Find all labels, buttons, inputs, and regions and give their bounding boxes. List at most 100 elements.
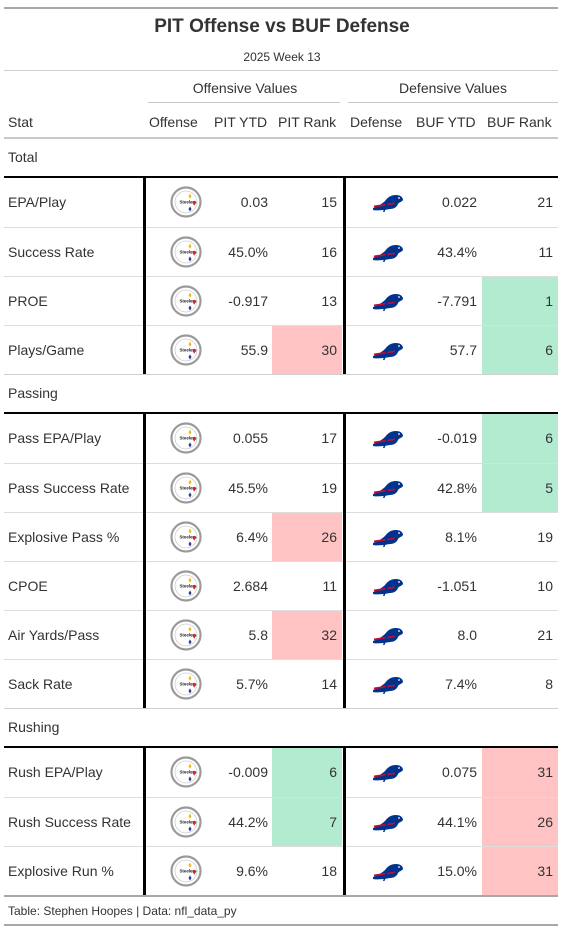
table-row: Explosive Run % Steelers 9.6% 18 15.0% 31 [4,846,558,896]
steelers-logo-icon: Steelers [170,422,202,459]
steelers-logo-icon: Steelers [170,472,202,509]
buf-rank-highlight [482,414,558,463]
bills-logo-icon [372,478,404,505]
svg-text:Steelers: Steelers [180,682,198,687]
defense-divider [343,178,346,374]
pit-rank-value: 15 [321,194,337,210]
bills-logo-icon [372,242,404,269]
table-row: EPA/Play Steelers 0.03 15 0.022 21 [4,178,558,227]
pit-rank-highlight [272,748,342,797]
offense-divider [143,748,146,895]
row-group-end-rule [4,374,558,375]
pit-rank-value: 16 [321,244,337,260]
pit-rank-value: 26 [321,529,337,545]
bills-logo-icon [372,291,404,318]
row-group-rule [4,412,558,414]
pit-rank-value: 32 [321,627,337,643]
table-row: Rush Success Rate Steelers 44.2% 7 44.1% 26 [4,797,558,847]
stat-label: Pass EPA/Play [8,430,102,446]
buf-rank-value: 5 [545,480,553,496]
pit-rank-value: 30 [321,342,337,358]
buf-rank-highlight [482,277,558,326]
bills-logo-icon [372,812,404,839]
row-group-total: Total [8,149,38,165]
buf-rank-value: 10 [537,578,553,594]
stat-label: Rush Success Rate [8,814,131,830]
offensive-spanner-line [148,102,340,103]
buf-rank-highlight [482,464,558,513]
svg-text:Steelers: Steelers [180,348,198,353]
steelers-logo-icon: Steelers [170,334,202,371]
table-row: Pass Success Rate Steelers 45.5% 19 42.8% 5 [4,463,558,513]
col-header-pit-ytd: PIT YTD [214,114,268,130]
buf-ytd-value: 0.075 [441,764,477,780]
svg-text:Steelers: Steelers [180,584,198,589]
pit-rank-value: 13 [321,293,337,309]
pit-ytd-value: 6.4% [236,529,268,545]
pit-rank-value: 6 [329,764,337,780]
buf-rank-value: 26 [537,814,553,830]
table-row: Sack Rate Steelers 5.7% 14 7.4% 8 [4,659,558,709]
bills-logo-icon [372,340,404,367]
buf-rank-value: 31 [537,764,553,780]
col-header-stat: Stat [8,114,33,130]
heading-rule [4,70,558,71]
steelers-logo-icon: Steelers [170,186,202,223]
bills-logo-icon [372,192,404,219]
pit-ytd-value: 55.9 [240,342,268,358]
bills-logo-icon [372,861,404,888]
pit-ytd-value: 45.0% [228,244,268,260]
buf-ytd-value: 44.1% [437,814,477,830]
buf-ytd-value: 8.1% [445,529,477,545]
steelers-logo-icon: Steelers [170,668,202,705]
steelers-logo-icon: Steelers [170,236,202,273]
stat-label: Rush EPA/Play [8,764,103,780]
pit-ytd-value: 5.8 [248,627,268,643]
buf-ytd-value: -0.019 [437,430,477,446]
row-group-passing: Passing [8,385,58,401]
steelers-logo-icon: Steelers [170,855,202,892]
offense-divider [143,414,146,708]
buf-rank-value: 19 [537,529,553,545]
bills-logo-icon [372,674,404,701]
buf-rank-value: 6 [545,342,553,358]
row-group-end-rule [4,708,558,709]
svg-text:Steelers: Steelers [180,250,198,255]
bills-logo-icon [372,527,404,554]
pit-ytd-value: 5.7% [236,676,268,692]
col-header-buf-ytd: BUF YTD [416,114,476,130]
table-title: PIT Offense vs BUF Defense [154,16,410,37]
table-row: Success Rate Steelers 45.0% 16 43.4% 11 [4,227,558,277]
svg-text:Steelers: Steelers [180,200,198,205]
svg-text:Steelers: Steelers [180,869,198,874]
table-source-note: Table: Stephen Hoopes | Data: nfl_data_p… [8,904,237,918]
pit-ytd-value: 0.055 [232,430,268,446]
buf-ytd-value: 57.7 [449,342,477,358]
pit-rank-value: 7 [329,814,337,830]
buf-rank-value: 1 [545,293,553,309]
buf-ytd-value: 42.8% [437,480,477,496]
stat-label: Pass Success Rate [8,480,130,496]
steelers-logo-icon: Steelers [170,521,202,558]
stat-label: PROE [8,293,48,309]
bills-logo-icon [372,625,404,652]
bottom-rule [4,895,558,897]
steelers-logo-icon: Steelers [170,806,202,843]
pit-rank-highlight [272,611,342,660]
buf-ytd-value: -1.051 [437,578,477,594]
pit-rank-value: 18 [321,863,337,879]
stat-label: CPOE [8,578,48,594]
col-header-buf-rank: BUF Rank [487,114,552,130]
pit-ytd-value: -0.917 [228,293,268,309]
offense-divider [143,178,146,374]
col-header-pit-rank: PIT Rank [278,114,337,130]
steelers-logo-icon: Steelers [170,756,202,793]
table-row: Rush EPA/Play Steelers -0.009 6 0.075 31 [4,748,558,797]
buf-rank-value: 11 [538,244,553,260]
buf-rank-highlight [482,748,558,797]
buf-rank-highlight [482,798,558,847]
buf-rank-highlight [482,847,558,896]
table-row: Pass EPA/Play Steelers 0.055 17 -0.019 6 [4,414,558,463]
svg-text:Steelers: Steelers [180,633,198,638]
